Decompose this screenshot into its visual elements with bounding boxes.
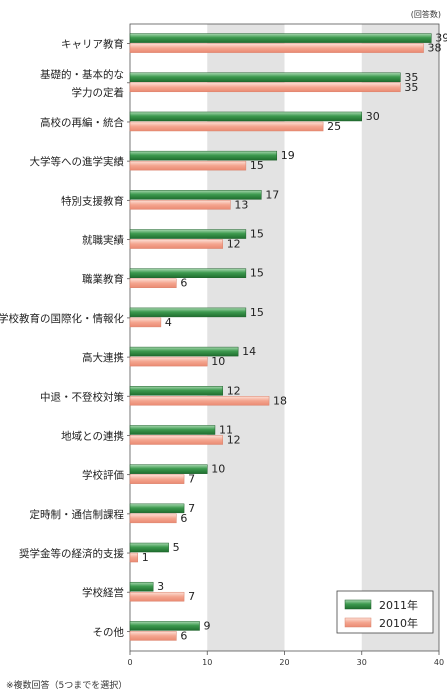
data-label: 15: [250, 267, 264, 280]
data-label: 3: [157, 580, 164, 593]
data-label: 10: [211, 463, 225, 476]
category-label: キャリア教育: [61, 38, 124, 51]
data-label: 30: [366, 110, 380, 123]
data-label: 1: [142, 551, 149, 564]
bar-2011: [129, 464, 208, 474]
bar-2011: [129, 621, 200, 631]
bar-2011: [129, 229, 247, 239]
data-label: 35: [404, 81, 418, 94]
data-label: 6: [180, 277, 187, 290]
bar-2010: [129, 591, 185, 602]
bar-2010: [129, 474, 185, 484]
bar-2011: [129, 346, 239, 357]
category-label: 中退・不登校対策: [40, 390, 124, 403]
unit-label: (回答数): [410, 10, 441, 19]
bar-2011: [129, 268, 247, 278]
category-label: 高大連携: [82, 351, 124, 364]
bar-2011: [129, 190, 262, 200]
data-label: 39: [435, 32, 447, 45]
data-label: 11: [219, 423, 233, 436]
bar-2011: [129, 72, 401, 83]
category-label: 職業教育: [82, 273, 124, 286]
data-label: 12: [227, 238, 241, 251]
bar-2011: [129, 307, 247, 318]
x-tick-label: 40: [434, 658, 444, 667]
data-label: 14: [242, 345, 256, 358]
category-label: 地域との連携: [61, 429, 124, 442]
legend-label: 2010年: [379, 616, 418, 630]
bar-2011: [129, 33, 432, 43]
data-label: 6: [180, 512, 187, 525]
bar-2010: [129, 631, 177, 641]
bar-2010: [129, 200, 231, 210]
x-tick-label: 10: [202, 658, 212, 667]
data-label: 12: [227, 433, 241, 446]
bar-2010: [129, 239, 223, 249]
category-label: 学校教育の国際化・情報化: [0, 312, 124, 325]
x-tick-label: 0: [127, 658, 132, 667]
legend: [336, 590, 434, 634]
bar-2011: [129, 542, 169, 553]
data-label: 9: [204, 619, 211, 632]
data-label: 17: [265, 188, 279, 201]
legend-swatch-2010: [344, 617, 372, 628]
x-tick-label: 30: [357, 658, 367, 667]
bar-2010: [129, 317, 162, 328]
category-label: 特別支援教育: [61, 194, 124, 207]
data-label: 15: [250, 306, 264, 319]
category-label: 就職実績: [82, 234, 124, 247]
category-label: 奨学金等の経済的支援: [19, 547, 124, 560]
legend-swatch-2011: [344, 599, 372, 610]
bar-2010: [129, 552, 138, 563]
x-tick-label: 20: [279, 658, 289, 667]
bar-2011: [129, 386, 223, 396]
bar-2010: [129, 435, 223, 445]
data-label: 15: [250, 159, 264, 172]
data-label: 18: [273, 394, 287, 407]
data-label: 7: [188, 473, 195, 486]
data-label: 12: [227, 384, 241, 397]
data-label: 7: [188, 590, 195, 603]
category-label: 学校経営: [82, 586, 124, 599]
bar-2010: [129, 121, 324, 132]
bar-2010: [129, 356, 208, 367]
bar-2011: [129, 581, 154, 592]
footnote: ※複数回答（5つまでを選択）: [6, 681, 128, 691]
bar-2011: [129, 425, 216, 435]
data-label: 25: [327, 120, 341, 133]
bar-2011: [129, 111, 362, 122]
bar-2010: [129, 278, 177, 288]
data-label: 13: [234, 198, 248, 211]
data-label: 10: [211, 355, 225, 368]
bar-2010: [129, 513, 177, 524]
legend-label: 2011年: [379, 598, 418, 612]
bar-2010: [129, 396, 270, 406]
category-label: 学校評価: [82, 469, 124, 482]
data-label: 5: [173, 541, 180, 554]
category-label: 大学等への進学実績: [30, 155, 125, 168]
bar-2011: [129, 503, 185, 514]
data-label: 38: [428, 42, 442, 55]
data-label: 35: [404, 71, 418, 84]
category-label: 定時制・通信制課程: [30, 508, 125, 521]
category-label: 基礎的・基本的な: [40, 68, 124, 81]
shaded-band: [361, 24, 439, 651]
bar-2010: [129, 160, 247, 171]
category-label: その他: [93, 625, 125, 638]
category-label: 学力の定着: [72, 86, 125, 99]
data-label: 4: [165, 316, 172, 329]
bar-2011: [129, 150, 278, 161]
data-label: 15: [250, 228, 264, 241]
bar-2010: [129, 82, 401, 93]
bar-2010: [129, 43, 424, 53]
data-label: 19: [281, 149, 295, 162]
data-label: 7: [188, 502, 195, 515]
data-label: 6: [180, 629, 187, 642]
category-label: 高校の再編・統合: [40, 116, 124, 129]
